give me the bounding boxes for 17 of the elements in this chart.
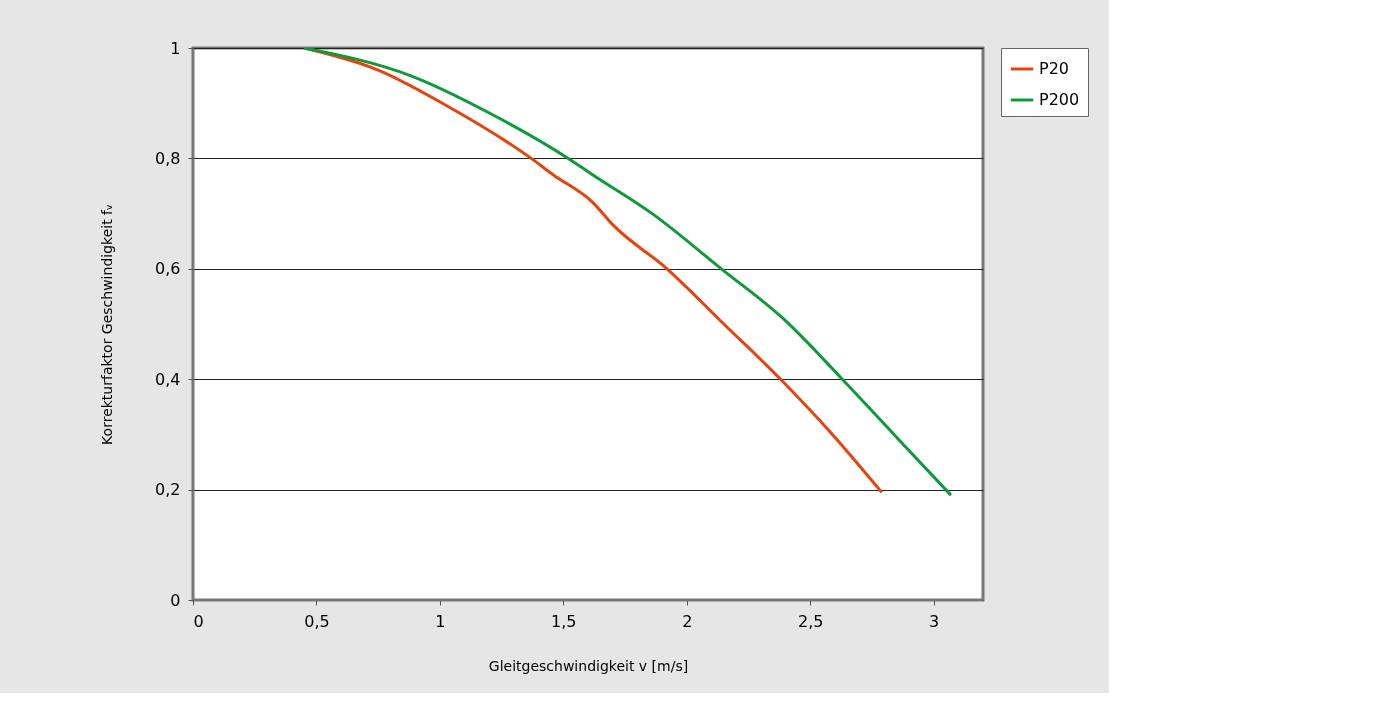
x-axis-title: Gleitgeschwindigkeit v [m/s] (488, 657, 689, 674)
legend-label: P20 (1039, 59, 1070, 78)
y-tick-label: 1 (170, 38, 181, 58)
x-tick-label: 0,5 (304, 611, 330, 631)
y-axis-title: Korrekturfaktor Geschwindigkeit fᵥ (99, 204, 116, 445)
x-tick-label: 2 (682, 611, 693, 631)
x-tick-label: 1 (435, 611, 446, 631)
legend-label: P200 (1039, 90, 1080, 109)
x-tick-label: 1,5 (551, 611, 577, 631)
y-tick-label: 0,4 (155, 369, 181, 389)
x-tick-label: 3 (929, 611, 940, 631)
x-tick-label: 2,5 (797, 611, 824, 631)
y-tick-label: 0 (170, 590, 181, 610)
y-tick-label: 0,6 (155, 259, 181, 279)
y-tick-label: 0,2 (155, 480, 181, 500)
y-tick-label: 0,8 (155, 148, 181, 168)
x-tick-label: 0 (193, 611, 204, 631)
